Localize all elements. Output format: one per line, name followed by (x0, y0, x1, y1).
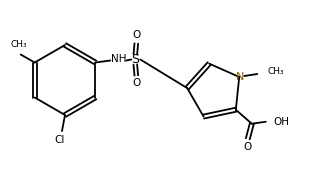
Text: NH: NH (111, 55, 126, 64)
Text: S: S (131, 53, 139, 66)
Text: N: N (236, 72, 244, 82)
Text: OH: OH (274, 117, 290, 127)
Text: CH₃: CH₃ (10, 40, 27, 49)
Text: CH₃: CH₃ (267, 68, 284, 76)
Text: O: O (132, 79, 141, 89)
Text: O: O (132, 31, 141, 40)
Text: O: O (244, 142, 252, 152)
Text: Cl: Cl (55, 135, 65, 145)
